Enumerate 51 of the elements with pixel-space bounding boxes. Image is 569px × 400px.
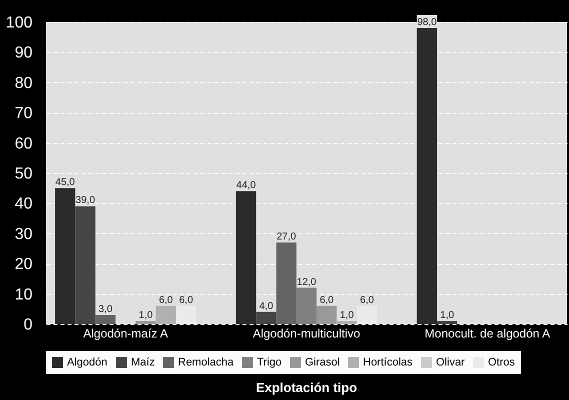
bar [316,306,337,324]
y-tick-label: 50 [14,166,33,182]
bar [437,320,458,324]
y-tick-label: 70 [14,105,33,122]
bar [136,320,156,324]
legend-label: Otros [488,356,516,369]
data-label: 6,0 [320,294,334,306]
x-tick-label: Algodón-multicultivo [252,326,361,340]
data-label: 4,0 [259,300,274,312]
y-tick-label: 60 [14,135,33,152]
data-label: 1,0 [138,310,154,321]
y-tick-label: 0 [24,316,33,334]
data-label: 12,0 [296,276,317,288]
data-label: 6,0 [360,294,374,306]
bar [156,306,176,324]
bar [336,320,357,324]
legend-label: Olivar [436,356,466,369]
bar [95,314,116,324]
legend-label: Algodón [67,356,108,369]
y-tick-label: 40 [14,196,33,213]
data-label: 27,0 [276,231,297,242]
y-tick-label: 20 [14,256,33,274]
data-label: 1,0 [440,310,454,321]
x-tick-label: Algodón-maíz A [83,326,168,340]
bar [75,206,96,324]
legend-label: Trigo [257,356,282,369]
data-label: 6,0 [158,294,174,306]
data-label: 6,0 [179,294,194,306]
x-tick-label: Monocult. de algodón A [424,326,550,340]
y-tick-label: 90 [14,44,33,62]
data-label: 3,0 [98,304,113,315]
data-label: 39,0 [76,195,96,206]
legend-label: Hortícolas [363,356,414,369]
data-label: 44,0 [236,180,256,192]
y-tick-label: 10 [14,286,33,304]
data-label: 98,0 [417,17,438,28]
bar [276,242,296,324]
bar [296,288,317,324]
data-label: 45,0 [55,177,76,188]
bar [55,188,76,324]
legend-label: Remolacha [178,356,235,369]
y-tick-label: 80 [14,74,33,92]
y-tick-label: 30 [14,226,33,243]
bar [236,191,256,324]
y-tick-label: 100 [6,14,33,32]
x-axis-title: Explotación tipo [256,380,358,395]
bar [416,28,438,324]
data-label: 1,0 [340,310,354,321]
bar [256,312,276,324]
legend-label: Maíz [131,356,155,369]
legend-label: Girasol [305,356,340,369]
